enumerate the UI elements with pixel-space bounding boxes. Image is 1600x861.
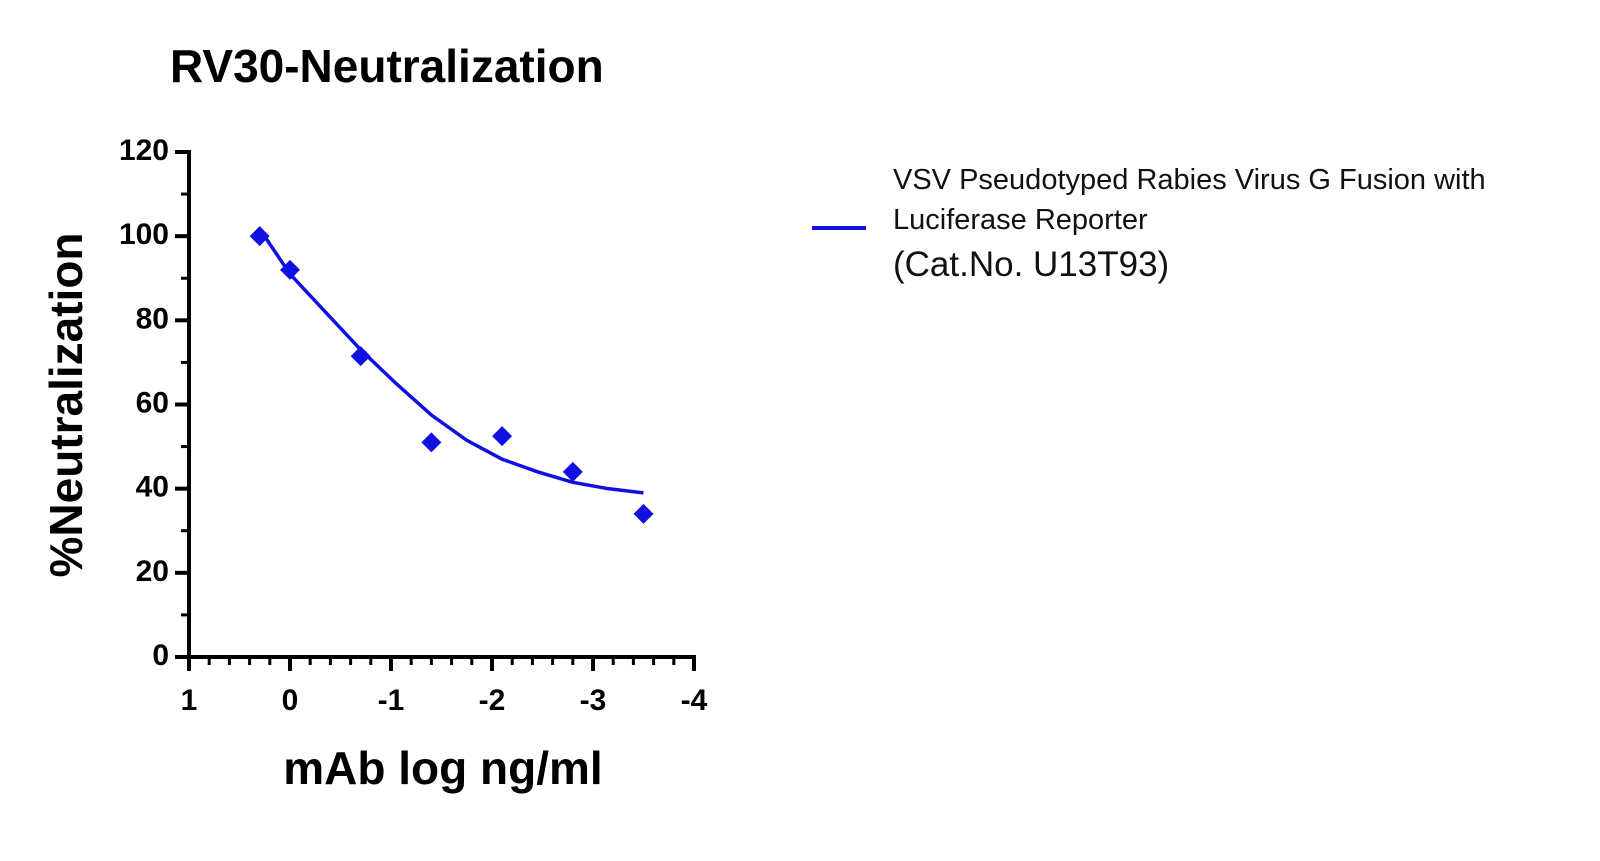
data-point — [249, 226, 270, 247]
x-tick-label: -2 — [479, 684, 506, 717]
x-tick-label: -3 — [580, 684, 607, 717]
x-tick-label: -1 — [378, 684, 405, 717]
data-point — [633, 503, 654, 524]
y-tick-label: 80 — [136, 302, 169, 335]
y-tick-label: 0 — [152, 639, 169, 672]
legend: VSV Pseudotyped Rabies Virus G Fusion wi… — [893, 164, 1486, 284]
x-tick-label: -4 — [681, 684, 708, 717]
data-point — [350, 346, 371, 367]
x-axis-label: mAb log ng/ml — [283, 742, 602, 794]
x-tick-label: 1 — [181, 684, 198, 717]
y-tick-label: 40 — [136, 471, 169, 504]
y-axis-label: %Neutralization — [40, 232, 92, 577]
x-tick-label: 0 — [282, 684, 299, 717]
y-tick-label: 20 — [136, 555, 169, 588]
y-tick-label: 120 — [119, 134, 169, 167]
chart-title: RV30-Neutralization — [170, 40, 604, 92]
data-point — [562, 461, 583, 482]
data-point — [492, 426, 513, 447]
legend-note: (Cat.No. U13T93) — [893, 245, 1170, 284]
y-tick-label: 60 — [136, 386, 169, 419]
y-tick-label: 100 — [119, 218, 169, 251]
fit-curve — [258, 228, 644, 495]
legend-label: VSV Pseudotyped Rabies Virus G Fusion wi… — [893, 164, 1486, 236]
data-point — [421, 432, 442, 453]
